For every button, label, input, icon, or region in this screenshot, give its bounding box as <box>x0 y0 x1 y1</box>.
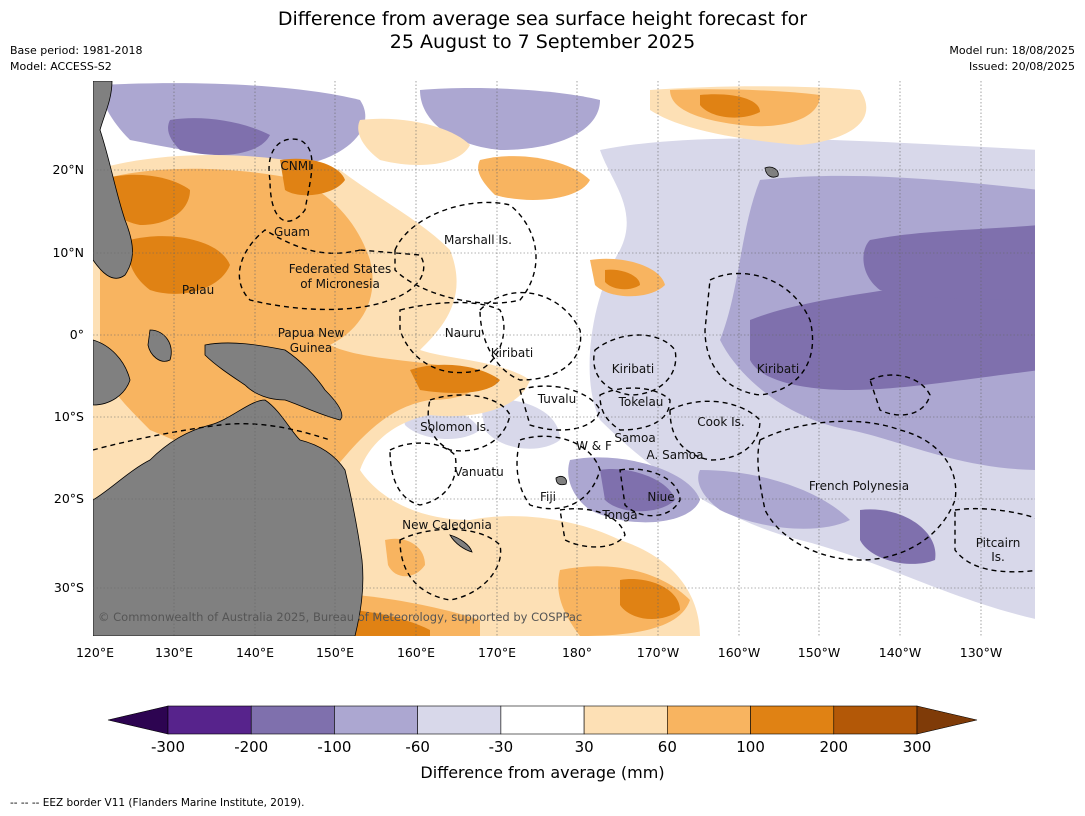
australia-land <box>93 399 364 636</box>
gridlines <box>93 81 1035 636</box>
new-guinea-land <box>204 342 343 421</box>
colorbar-tick: -100 <box>317 738 351 756</box>
colorbar-swatch <box>667 705 751 735</box>
colorbar-swatch <box>334 705 418 735</box>
label-tokelau: Tokelau <box>618 395 664 409</box>
lon-tick: 140°W <box>879 645 921 660</box>
halmahera-land <box>147 329 172 362</box>
colorbar-tick: -30 <box>489 738 514 756</box>
colorbar-tick: -60 <box>405 738 430 756</box>
lat-tick: 20°N <box>52 162 84 177</box>
colorbar-swatch <box>750 705 835 735</box>
label-nauru: Nauru <box>445 326 481 340</box>
label-vanuatu: Vanuatu <box>454 465 504 479</box>
colorbar-swatch <box>500 705 585 735</box>
fiji-land <box>555 476 567 486</box>
base-period: Base period: 1981-2018 <box>10 44 143 57</box>
lat-tick: 10°S <box>54 409 84 424</box>
label-pitcairn-line1: Pitcairn <box>976 536 1021 550</box>
region-labels: CNMI Guam Marshall Is. Federated States … <box>98 159 1020 624</box>
colorbar-under-arrow <box>107 705 169 735</box>
lat-tick: 0° <box>70 327 84 342</box>
label-kiribati-east: Kiribati <box>757 362 799 376</box>
meta-right: Model run: 18/08/2025 Issued: 20/08/2025 <box>949 43 1075 75</box>
lon-tick: 150°E <box>316 645 354 660</box>
title-line-2: 25 August to 7 September 2025 <box>389 31 696 53</box>
lat-tick: 30°S <box>54 580 84 595</box>
lon-tick: 160°E <box>397 645 435 660</box>
colorbar-tick: 30 <box>575 738 594 756</box>
lon-tick: 130°W <box>960 645 1002 660</box>
colorbar-label: Difference from average (mm) <box>420 763 665 782</box>
model-run: Model run: 18/08/2025 <box>949 44 1075 57</box>
label-fiji: Fiji <box>540 490 556 504</box>
label-png-line1: Papua New <box>278 326 345 340</box>
label-fsm-line2: of Micronesia <box>300 277 380 291</box>
map-frame: CNMI Guam Marshall Is. Federated States … <box>93 81 1035 636</box>
colorbar-tick: -200 <box>234 738 268 756</box>
label-fsm-line1: Federated States <box>289 262 391 276</box>
colorbar-tick: 200 <box>819 738 848 756</box>
label-png-line2: Guinea <box>290 341 333 355</box>
title-line-1: Difference from average sea surface heig… <box>277 8 808 30</box>
lat-tick: 20°S <box>54 491 84 506</box>
borneo-sulawesi-land <box>93 339 131 406</box>
label-niue: Niue <box>647 490 674 504</box>
eez-borders <box>93 138 1035 601</box>
copyright-text: © Commonwealth of Australia 2025, Bureau… <box>98 610 582 624</box>
colorbar-swatch <box>167 705 252 735</box>
model-name: Model: ACCESS-S2 <box>10 60 112 73</box>
label-american-samoa: A. Samoa <box>647 448 704 462</box>
land-masses <box>93 81 779 636</box>
label-french-polynesia: French Polynesia <box>809 479 909 493</box>
colorbar-swatch <box>583 705 668 735</box>
label-cnmi: CNMI <box>280 159 311 173</box>
lon-tick: 170°W <box>637 645 679 660</box>
map-figure: CNMI Guam Marshall Is. Federated States … <box>52 81 1035 756</box>
colorbar-over-arrow <box>916 705 978 735</box>
colorbar-tick: 300 <box>903 738 932 756</box>
lon-tick: 160°W <box>718 645 760 660</box>
lat-tick: 10°N <box>52 245 84 260</box>
chart-title: Difference from average sea surface heig… <box>0 8 1085 54</box>
lon-tick: 140°E <box>236 645 274 660</box>
colorbar-tick: 100 <box>736 738 765 756</box>
philippines-land <box>93 81 133 279</box>
eez-legend-note: -- -- -- EEZ border V11 (Flanders Marine… <box>10 797 305 809</box>
lon-tick: 170°E <box>478 645 516 660</box>
label-pitcairn-line2: Is. <box>991 550 1005 564</box>
label-tonga: Tonga <box>601 508 637 522</box>
colorbar-swatch <box>417 705 502 735</box>
label-marshall-is: Marshall Is. <box>444 233 512 247</box>
new-caledonia-land <box>449 534 473 553</box>
issued-date: Issued: 20/08/2025 <box>968 60 1075 73</box>
meta-left: Base period: 1981-2018 Model: ACCESS-S2 <box>10 43 142 75</box>
lon-ticks: 120°E 130°E 140°E 150°E 160°E 170°E 180°… <box>76 645 1002 660</box>
label-kiribati-west: Kiribati <box>491 346 533 360</box>
colorbar-swatch <box>250 705 335 735</box>
colorbar-swatch <box>833 705 918 735</box>
lon-tick: 180° <box>562 645 592 660</box>
colorbar: -300 -200 -100 -60 -30 30 60 100 200 300 <box>107 705 978 756</box>
label-solomon-is: Solomon Is. <box>420 420 490 434</box>
label-new-caledonia: New Caledonia <box>402 518 492 532</box>
lat-ticks: 20°N 10°N 0° 10°S 20°S 30°S <box>52 162 84 595</box>
label-guam: Guam <box>274 225 310 239</box>
lon-tick: 130°E <box>155 645 193 660</box>
lon-tick: 150°W <box>798 645 840 660</box>
label-wallis-futuna: W & F <box>576 439 612 453</box>
label-kiribati-central: Kiribati <box>612 362 654 376</box>
label-cook-is: Cook Is. <box>697 415 744 429</box>
label-samoa: Samoa <box>614 431 655 445</box>
colorbar-tick: 60 <box>658 738 677 756</box>
label-palau: Palau <box>182 283 214 297</box>
colorbar-tick: -300 <box>151 738 185 756</box>
lon-tick: 120°E <box>76 645 114 660</box>
hawaii-land <box>764 166 779 178</box>
label-tuvalu: Tuvalu <box>537 392 577 406</box>
